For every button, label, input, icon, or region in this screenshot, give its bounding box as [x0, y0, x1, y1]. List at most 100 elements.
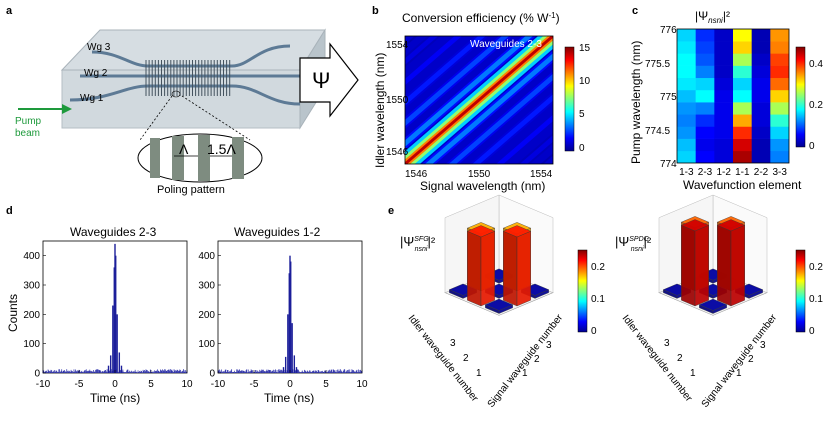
zoom-line-left	[139, 95, 173, 141]
e-right-idler-axis: Idler waveguide number	[620, 313, 695, 404]
efficiency-band	[405, 36, 510, 127]
heatmap-cell	[714, 65, 734, 79]
efficiency-band	[448, 73, 553, 164]
b-xtick-1: 1550	[468, 169, 491, 180]
d-right-xlabel: Time (ns)	[264, 391, 314, 405]
svg-text:2: 2	[748, 354, 754, 365]
b-cbar-tick-1: 10	[579, 76, 591, 87]
heatmap-cell	[751, 65, 771, 79]
c-ytick-4: 774	[660, 159, 677, 170]
heatmap-cell	[770, 138, 789, 152]
efficiency-band	[405, 36, 489, 109]
heatmap-cell	[714, 41, 734, 54]
c-xtick: 1-2	[716, 167, 731, 178]
bar3d-bar	[730, 224, 745, 307]
heatmap-cell	[733, 150, 752, 163]
e-left-cbar-0: 0.2	[591, 262, 605, 273]
heatmap-cell	[677, 89, 696, 103]
poling-caption: Poling pattern	[157, 184, 225, 196]
e-right-cbar-1: 0.1	[809, 294, 823, 305]
bar3d-bar	[681, 224, 696, 307]
e-right-cbar-0: 0.2	[809, 262, 823, 273]
heatmap-cell	[733, 114, 752, 127]
heatmap-cell	[714, 29, 734, 42]
panel-c-frame	[676, 28, 790, 164]
heatmap-cell	[714, 53, 734, 66]
heatmap-cell	[751, 138, 771, 152]
heatmap-cell	[751, 150, 771, 163]
efficiency-band	[405, 36, 513, 129]
heatmap-cell	[751, 53, 771, 66]
e-left-title: |ΨSFG nsni|²	[400, 234, 436, 253]
e-right-colorbar	[795, 249, 806, 333]
heatmap-cell	[733, 29, 752, 42]
heatmap-cell	[770, 41, 789, 54]
heatmap-cell	[677, 77, 696, 91]
panel-c: c |Ψnsni|² 776 775.5 775 774.5 774 1-3 2-…	[629, 5, 823, 192]
heatmap-cell	[770, 65, 789, 79]
panel-b-label: b	[372, 5, 379, 17]
bar3d-bar	[694, 224, 709, 307]
d-right-title: Waveguides 1-2	[234, 225, 321, 239]
heatmap-cell	[714, 114, 734, 127]
c-ylabel: Pump wavelength (nm)	[629, 41, 643, 164]
psi-output-arrow	[299, 42, 359, 118]
svg-text:2: 2	[534, 354, 540, 365]
heatmap-cell	[714, 77, 734, 91]
e-right-signal-axis: Signal waveguide number	[700, 312, 780, 410]
e-right-axis-numbers: 3 2 1 1 2 3	[664, 338, 766, 379]
e-left-idler-axis: Idler waveguide number	[406, 313, 481, 404]
panel-a: a Wg 3 Wg 2 Wg 1 Pump beam Ψ	[6, 5, 359, 196]
efficiency-band	[405, 36, 415, 45]
heatmap-cell	[677, 114, 696, 127]
zoom-origin	[171, 90, 181, 98]
c-cbar-tick-2: 0	[809, 141, 815, 152]
e-left-signal-axis: Signal waveguide number	[486, 312, 566, 410]
waveguide-3	[91, 44, 291, 68]
heatmap-cell	[714, 89, 734, 103]
c-cbar-tick-1: 0.2	[809, 100, 823, 111]
heatmap-cell	[714, 138, 734, 152]
heatmap-cell	[751, 102, 771, 115]
d-ytick: 300	[23, 281, 40, 292]
b-xlabel: Signal wavelength (nm)	[420, 179, 545, 193]
pump-arrow-head	[62, 104, 72, 114]
efficiency-band	[405, 36, 534, 147]
d-ytick: 200	[23, 310, 40, 321]
efficiency-band	[405, 36, 553, 164]
c-ytick-3: 774.5	[645, 126, 670, 137]
heatmap-cell	[695, 77, 715, 91]
heatmap-cell	[695, 65, 715, 79]
heatmap-cell	[733, 126, 752, 139]
bar3d-bar	[466, 225, 496, 238]
d-ytick: 100	[23, 339, 40, 350]
heatmap-cell	[751, 89, 771, 103]
efficiency-band	[493, 112, 553, 164]
panel-c-title: |Ψnsni|²	[695, 9, 730, 25]
svg-text:3: 3	[760, 340, 766, 351]
heatmap-cell	[695, 126, 715, 139]
d-ylabel: Counts	[6, 294, 20, 332]
bar3d-bar	[484, 298, 514, 311]
panel-b: b Conversion efficiency (% W-1) Waveguid…	[372, 5, 591, 193]
e-right-title: |ΨSPDC nsni|²	[615, 234, 652, 253]
efficiency-band	[405, 36, 486, 106]
efficiency-band	[469, 91, 553, 164]
d-xtick: -5	[75, 379, 84, 390]
waveguide-label-2: Wg 2	[84, 68, 108, 79]
b-colorbar	[564, 46, 575, 152]
heatmap-cell	[770, 150, 789, 163]
efficiency-band	[405, 36, 439, 65]
heatmap-cell	[751, 77, 771, 91]
bar3d-bar	[467, 230, 482, 307]
c-xtick: 1-3	[679, 167, 694, 178]
efficiency-band	[543, 155, 553, 164]
heatmap-cell	[733, 77, 752, 91]
heatmap-cell	[677, 29, 696, 42]
efficiency-band	[445, 71, 553, 164]
svg-text:2: 2	[463, 353, 469, 364]
d-xtick: 5	[323, 379, 329, 390]
d-xtick: 0	[287, 379, 293, 390]
heatmap-cell	[695, 114, 715, 127]
